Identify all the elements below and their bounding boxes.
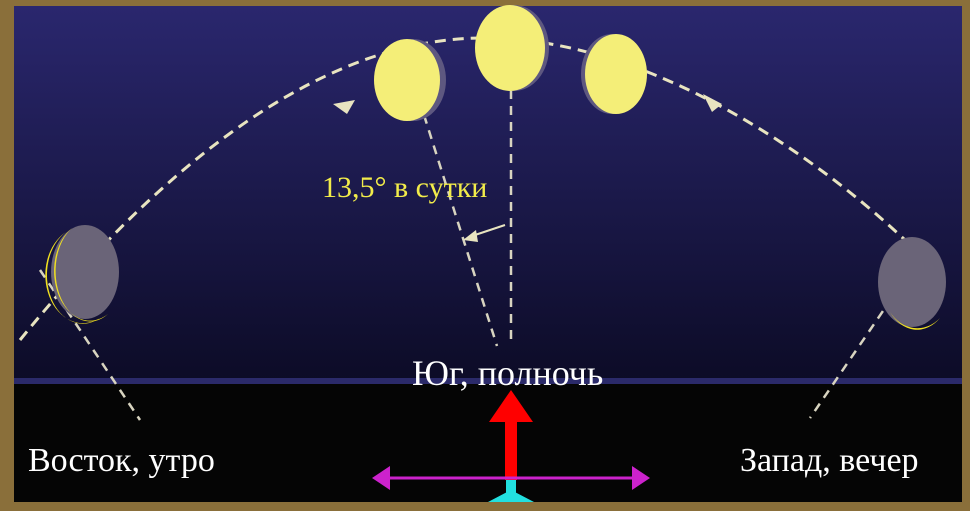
guide-line-left-moon bbox=[422, 114, 499, 347]
moon-west bbox=[878, 237, 946, 330]
label-west-evening: Запад, вечер bbox=[740, 442, 919, 479]
angle-arrow-icon bbox=[463, 230, 478, 242]
label-east-morning: Восток, утро bbox=[28, 442, 215, 479]
moon-top-right bbox=[585, 34, 647, 114]
moon-top-center bbox=[475, 5, 545, 91]
left-arrow-icon bbox=[372, 466, 390, 490]
path-arrow-left-icon bbox=[333, 100, 355, 114]
moon-east-crescent bbox=[45, 225, 119, 324]
label-angular-rate: 13,5° в сутки bbox=[322, 171, 488, 204]
angle-arrow-shaft bbox=[471, 224, 506, 237]
path-arrow-right-icon bbox=[703, 94, 722, 112]
up-arrow-icon bbox=[489, 390, 533, 422]
right-arrow-icon bbox=[632, 466, 650, 490]
base-marker-stem bbox=[506, 480, 516, 494]
ground bbox=[14, 384, 962, 502]
moon-top-left bbox=[374, 39, 440, 121]
label-south-midnight: Юг, полночь bbox=[412, 353, 604, 393]
base-marker-icon bbox=[488, 490, 534, 502]
up-arrow-shaft bbox=[505, 418, 517, 480]
horizon-band bbox=[14, 378, 962, 386]
guide-line-east bbox=[38, 269, 142, 421]
